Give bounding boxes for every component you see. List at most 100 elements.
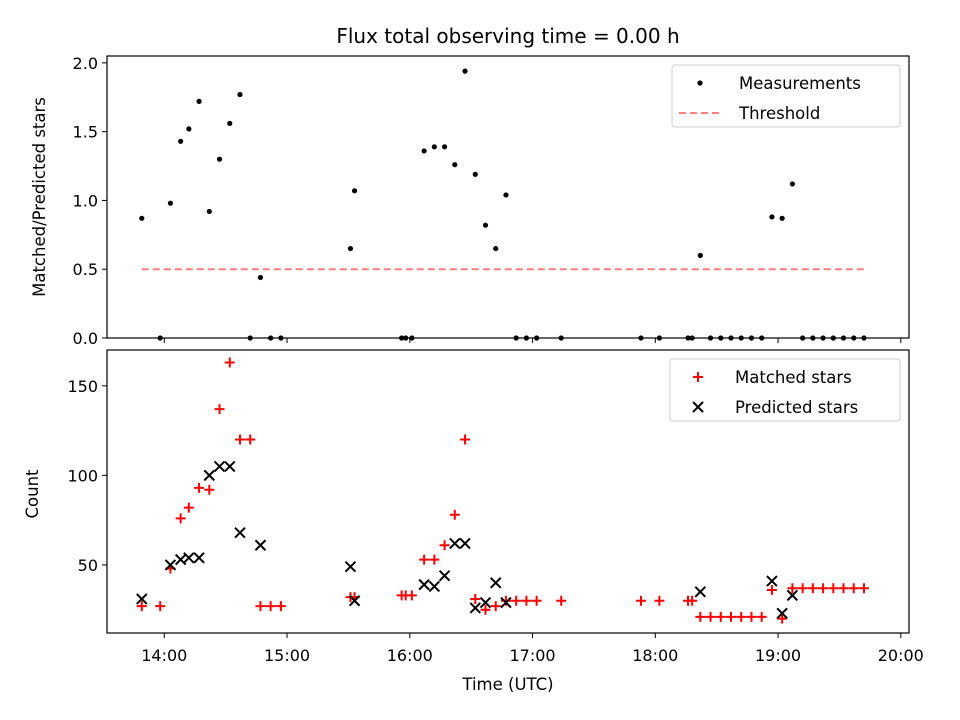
legend-label: Measurements (739, 74, 861, 93)
matched-star-marker (715, 611, 726, 622)
matched-star-marker (756, 611, 767, 622)
ratio-panel: 0.0 0.5 1.0 1.5 2.0 Flux total observing tim… (30, 24, 910, 348)
ratio-y-axis-label: Matched/Predicted stars (30, 97, 49, 297)
legend-x-marker (692, 401, 704, 413)
matched-star-marker (460, 434, 471, 445)
predicted-star-marker (136, 593, 148, 605)
measurement-point (227, 120, 233, 127)
ratio-legend: Measurements Threshold (671, 64, 901, 128)
matched-star-marker (858, 583, 869, 594)
matched-star-marker (500, 595, 511, 606)
x-tick-label: 14:00 (141, 646, 187, 665)
matched-star-marker (828, 583, 839, 594)
ratio-axes-frame (106, 55, 910, 339)
predicted-star-marker (254, 539, 267, 551)
y-tick-label: 0.0 (73, 329, 98, 348)
predicted-star-marker (469, 602, 481, 614)
matched-star-marker (245, 434, 256, 445)
measurement-point (431, 144, 437, 150)
ratio-x-ticks (163, 338, 902, 343)
matched-star-marker (818, 583, 829, 594)
matched-star-marker (705, 611, 716, 622)
predicted-star-marker (193, 552, 205, 564)
y-tick-label: 0.5 (73, 260, 98, 279)
matched-star-marker (746, 611, 757, 622)
measurement-point (139, 215, 145, 221)
matched-star-marker (556, 595, 567, 606)
matched-star-marker (224, 357, 235, 368)
matched-star-marker (136, 601, 147, 612)
matched-star-marker (726, 611, 737, 622)
matched-star-marker (419, 554, 430, 565)
measurement-point (697, 252, 703, 259)
measurement-point (493, 245, 499, 252)
count-x-axis-label: Time (UTC) (461, 675, 553, 694)
predicted-star-marker (224, 460, 236, 473)
matched-star-marker (449, 509, 460, 520)
measurement-point (503, 192, 509, 198)
legend-label: Predicted stars (735, 398, 858, 417)
y-tick-label: 1.5 (73, 123, 98, 142)
measurement-point (178, 138, 184, 144)
matched-star-marker (470, 593, 481, 604)
predicted-star-marker (164, 559, 177, 571)
matched-star-marker (807, 583, 818, 594)
legend-label: Matched stars (735, 368, 852, 387)
predicted-star-marker (766, 575, 778, 587)
predicted-star-marker (459, 537, 471, 550)
measurement-point (351, 188, 358, 194)
x-tick-label: 20:00 (878, 646, 924, 665)
legend-plus-marker (693, 372, 703, 382)
predicted-star-marker (449, 537, 461, 550)
x-tick-label: 19:00 (755, 646, 801, 665)
measurement-point (769, 214, 775, 220)
count-panel: 50 100 150 14:00 15:00 16:00 17:00 18:00 19:00 2… (23, 349, 924, 694)
predicted-star-marker (203, 469, 216, 482)
measurement-point (462, 68, 468, 74)
matched-star-marker (175, 513, 186, 524)
predicted-star-marker (776, 607, 788, 620)
matched-star-marker (155, 601, 166, 612)
count-y-ticks: 50 100 150 (67, 377, 107, 575)
matched-star-marker (511, 595, 522, 606)
matched-star-marker (521, 595, 532, 606)
measurement-point (441, 144, 448, 150)
legend-box (671, 64, 901, 128)
matched-star-marker (654, 595, 665, 606)
measurement-point (186, 126, 192, 132)
ratio-y-ticks: 0.0 0.5 1.0 1.5 2.0 (73, 54, 107, 348)
matched-star-marker (797, 583, 808, 594)
y-tick-label: 150 (67, 377, 98, 396)
measurement-point (167, 200, 174, 206)
count-x-ticks: 14:00 15:00 16:00 17:00 18:00 19:00 20:00 (141, 633, 924, 665)
matched-star-marker (766, 585, 777, 596)
matched-star-marker (406, 590, 417, 601)
measurement-point (482, 222, 489, 228)
measurement-point (421, 148, 427, 154)
measurement-point (472, 171, 478, 177)
matched-star-marker (480, 604, 491, 615)
matched-star-marker (183, 502, 194, 513)
x-tick-label: 17:00 (509, 646, 555, 665)
legend-point-marker (697, 80, 703, 86)
predicted-star-marker (694, 586, 707, 598)
count-y-axis-label: Count (23, 469, 42, 519)
matched-star-marker (787, 583, 798, 594)
matched-star-marker (204, 484, 215, 495)
count-axes-frame (106, 349, 910, 634)
measurement-point (257, 274, 264, 281)
measurement-point (779, 215, 785, 221)
measurement-point (789, 181, 795, 187)
predicted-star-marker (344, 561, 357, 573)
predicted-star-marker (428, 580, 441, 593)
measurement-point (206, 208, 212, 215)
y-tick-label: 2.0 (73, 54, 98, 73)
matched-star-marker (687, 595, 698, 606)
matched-star-marker (265, 601, 276, 612)
predicted-star-marker (479, 596, 492, 609)
measurement-point (216, 156, 223, 162)
matched-star-marker (194, 482, 205, 493)
measurement-point (196, 98, 202, 104)
y-tick-label: 50 (78, 556, 98, 575)
matched-star-marker (777, 613, 788, 624)
